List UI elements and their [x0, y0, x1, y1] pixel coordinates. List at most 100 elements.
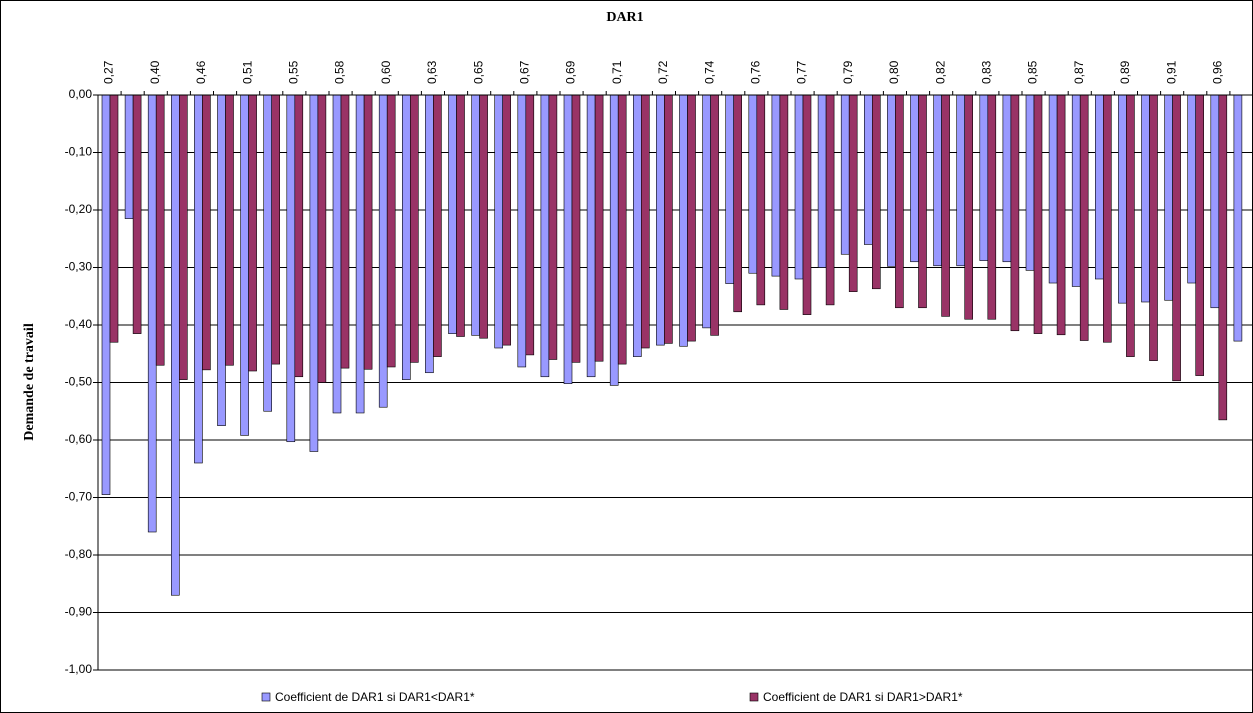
- bar: [702, 94, 711, 329]
- bar: [779, 94, 789, 310]
- bar: [794, 94, 804, 280]
- bar: [433, 94, 442, 357]
- bar: [217, 94, 226, 426]
- bar: [548, 94, 558, 360]
- bar: [179, 94, 188, 380]
- bar: [171, 94, 180, 596]
- y-tick-label: -0,50: [65, 375, 93, 389]
- bar: [1195, 94, 1204, 376]
- bar: [109, 94, 119, 343]
- bar: [386, 94, 396, 368]
- bar: [132, 94, 142, 334]
- bar: [887, 94, 896, 267]
- y-tick-label: 0,00: [69, 87, 93, 101]
- bar: [848, 94, 858, 292]
- legend-label: Coefficient de DAR1 si DAR1>DAR1*: [763, 690, 963, 704]
- bar: [1141, 94, 1150, 303]
- bar: [617, 94, 627, 365]
- bar: [840, 94, 850, 255]
- bar: [286, 94, 296, 443]
- legend-swatch: [749, 692, 759, 702]
- bar: [1079, 94, 1089, 341]
- legend-label: Coefficient de DAR1 si DAR1<DAR1*: [275, 690, 475, 704]
- bar: [771, 94, 781, 277]
- x-tick-label: 0,74: [702, 60, 716, 84]
- x-tick-label: 0,83: [980, 60, 994, 84]
- bar: [1149, 94, 1158, 361]
- bar: [1010, 94, 1020, 332]
- x-tick-label: 0,77: [795, 60, 809, 84]
- bar: [586, 94, 596, 378]
- bar: [194, 94, 203, 464]
- bar: [918, 94, 927, 309]
- x-tick-label: 0,51: [240, 60, 254, 84]
- bar: [248, 94, 257, 372]
- bar: [1025, 94, 1035, 271]
- bar: [517, 94, 527, 368]
- bar: [863, 94, 873, 245]
- bar: [363, 94, 373, 370]
- bar: [332, 94, 342, 414]
- x-tick-label: 0,55: [287, 60, 301, 84]
- bar: [1048, 94, 1058, 284]
- x-tick-label: 0,60: [379, 60, 393, 84]
- x-tick-label: 0,82: [933, 60, 947, 84]
- bar: [594, 94, 604, 362]
- bar: [1164, 94, 1173, 301]
- bar: [202, 94, 211, 371]
- y-tick-label: -0,20: [65, 202, 93, 216]
- bar: [1118, 94, 1127, 304]
- bar: [155, 94, 165, 366]
- chart-title: DAR1: [606, 10, 643, 25]
- bar: [1095, 94, 1104, 280]
- y-tick-label: -0,40: [65, 317, 93, 331]
- bar: [1218, 94, 1228, 421]
- bar: [540, 94, 550, 378]
- bar: [1172, 94, 1181, 382]
- bar: [355, 94, 365, 414]
- bar: [240, 94, 249, 436]
- x-tick-label: 0,58: [333, 60, 347, 84]
- bar: [748, 94, 758, 274]
- bar: [1210, 94, 1220, 309]
- bar: [1056, 94, 1066, 336]
- bar: [979, 94, 989, 261]
- bar: [895, 94, 904, 309]
- bar: [725, 94, 735, 284]
- y-tick-label: -1,00: [65, 662, 93, 676]
- bar: [1002, 94, 1012, 263]
- bar: [1233, 94, 1243, 342]
- bar: [956, 94, 966, 267]
- bar: [1126, 94, 1135, 357]
- bar: [225, 94, 234, 366]
- bar: [632, 94, 642, 357]
- bar: [309, 94, 319, 452]
- x-tick-label: 0,40: [148, 60, 162, 84]
- bar: [817, 94, 827, 268]
- bar: [317, 94, 327, 383]
- bar: [987, 94, 997, 320]
- bar: [964, 94, 974, 320]
- x-tick-label: 0,72: [656, 60, 670, 84]
- bar: [640, 94, 650, 349]
- bar: [571, 94, 581, 363]
- x-tick-label: 0,65: [471, 60, 485, 84]
- bar: [271, 94, 281, 365]
- x-tick-label: 0,69: [564, 60, 578, 84]
- bar: [733, 94, 743, 313]
- bar: [563, 94, 573, 384]
- bar: [340, 94, 350, 369]
- x-tick-label: 0,85: [1026, 60, 1040, 84]
- bar: [479, 94, 488, 339]
- bar: [409, 94, 419, 363]
- bar: [1103, 94, 1112, 343]
- bar: [448, 94, 457, 334]
- bar: [656, 94, 665, 346]
- x-tick-label: 0,89: [1118, 60, 1132, 84]
- bar: [502, 94, 512, 346]
- bar: [679, 94, 688, 347]
- x-tick-label: 0,67: [518, 60, 532, 84]
- bar: [871, 94, 881, 290]
- y-tick-label: -0,70: [65, 490, 93, 504]
